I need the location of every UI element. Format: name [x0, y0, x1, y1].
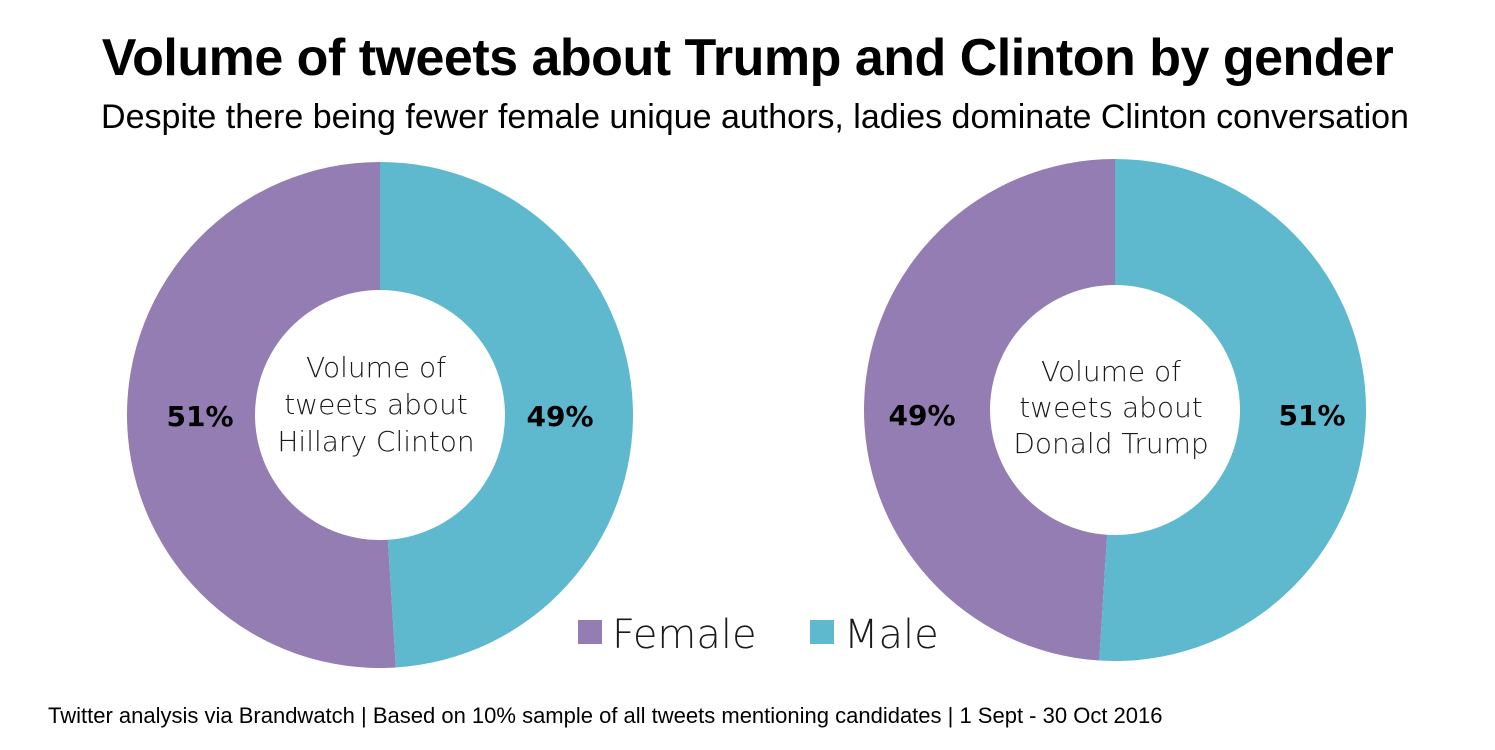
slice-female — [864, 159, 1115, 661]
legend-swatch-female — [578, 620, 602, 644]
slice-label-female: 51% — [166, 400, 233, 433]
slice-label-male: 49% — [526, 400, 593, 433]
chart-title: Volume of tweets about Trump and Clinton… — [101, 29, 1394, 87]
center-label-line: tweets about — [1019, 391, 1203, 424]
center-label-line: tweets about — [284, 388, 468, 421]
center-label-line: Donald Trump — [1013, 427, 1208, 460]
chart-subtitle: Despite there being fewer female unique … — [101, 98, 1409, 136]
legend-label-female: Female — [612, 612, 757, 658]
source-footer: Twitter analysis via Brandwatch | Based … — [48, 703, 1163, 728]
center-label-line: Hillary Clinton — [277, 425, 474, 458]
slice-female — [126, 162, 396, 668]
legend: Female Male — [578, 612, 939, 658]
slice-label-female: 49% — [888, 399, 955, 432]
legend-swatch-male — [810, 620, 834, 644]
slice-label-male: 51% — [1278, 399, 1345, 432]
legend-label-male: Male — [844, 612, 939, 658]
slice-male — [1099, 159, 1367, 661]
center-label-line: Volume of — [306, 351, 446, 384]
donut-chart-1: 51% 49% Volume of tweets about Hillary Clint… — [126, 162, 633, 668]
slice-male — [380, 162, 633, 668]
center-label-line: Volume of — [1041, 355, 1181, 388]
